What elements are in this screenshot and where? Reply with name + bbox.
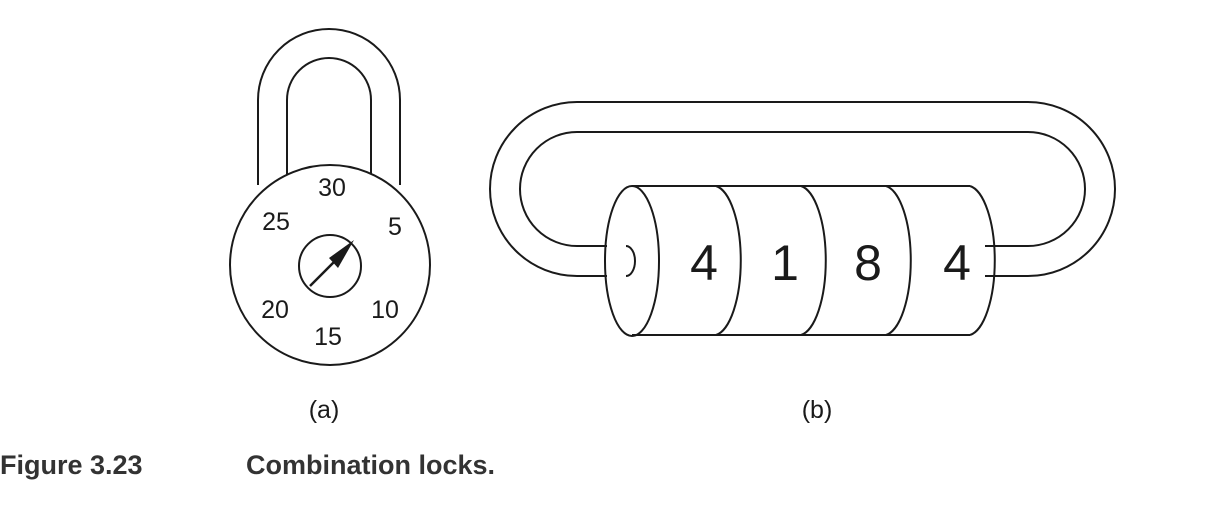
cable-lock-label: (b) (802, 396, 833, 424)
figure-caption: Figure 3.23 Combination locks. (0, 450, 495, 481)
figure-title: Combination locks. (246, 450, 496, 480)
dial-number-10: 10 (371, 296, 399, 324)
cylinder-end-cap (604, 185, 660, 337)
dial-number-5: 5 (388, 213, 402, 241)
padlock: 30 5 10 15 20 25 (a) (229, 28, 431, 424)
wheel-digit-4: 4 (943, 235, 971, 291)
wheel-divider-1 (715, 185, 742, 336)
dial-knob (298, 234, 362, 298)
dial-number-20: 20 (261, 296, 289, 324)
cable-outer (489, 101, 1116, 277)
wheel-digit-2: 1 (771, 235, 799, 291)
dial-number-25: 25 (262, 208, 290, 236)
wheel-digit-1: 4 (690, 235, 718, 291)
dial-arrowhead-icon (329, 240, 354, 268)
wheel-digit-3: 8 (854, 235, 882, 291)
dial-number-15: 15 (314, 323, 342, 351)
wheel-divider-4 (969, 185, 996, 336)
padlock-label: (a) (309, 396, 340, 424)
wheel-divider-3 (885, 185, 912, 336)
figure-number: Figure 3.23 (0, 450, 143, 480)
dial-number-30: 30 (318, 174, 346, 202)
wheel-divider-2 (800, 185, 827, 336)
cable-lock: 4 1 8 4 (b) (489, 101, 1116, 424)
cable-end-cap (625, 245, 636, 277)
padlock-shackle-inner (286, 57, 372, 175)
padlock-shackle (257, 28, 401, 185)
cable-inner (519, 131, 1086, 247)
